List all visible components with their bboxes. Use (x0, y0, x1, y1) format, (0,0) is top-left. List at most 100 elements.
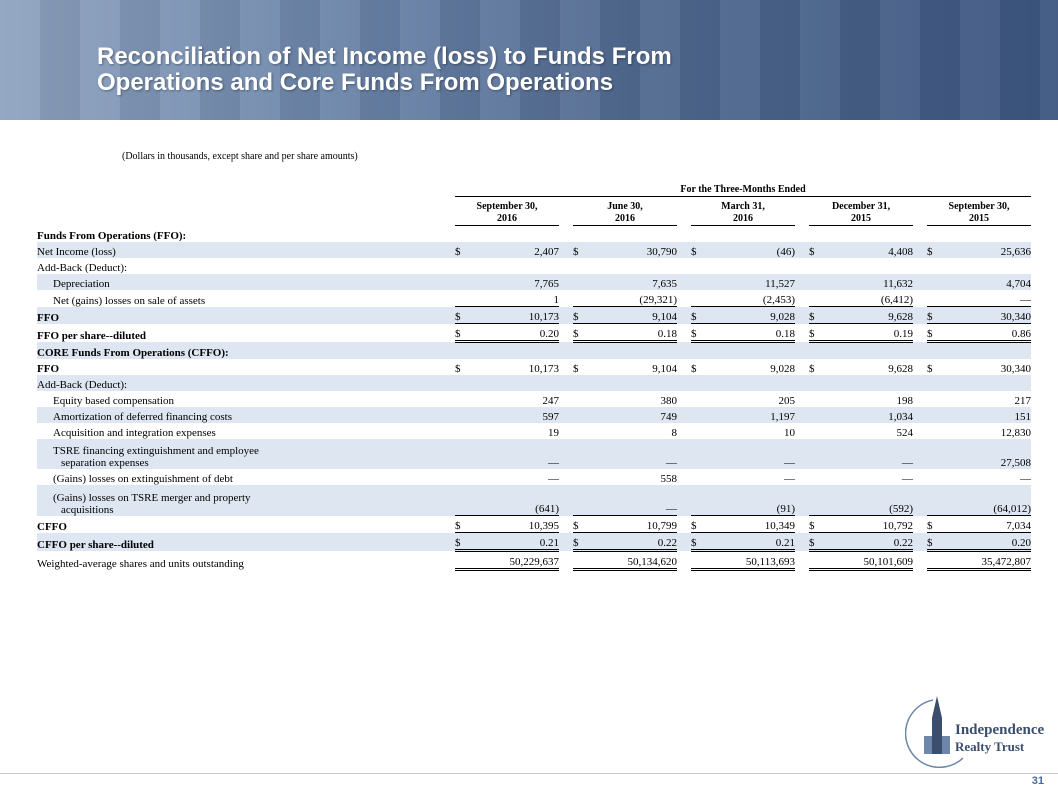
spacer (677, 469, 691, 485)
cell-value: 10,799 (589, 515, 677, 533)
currency-sign (927, 274, 943, 290)
column-header: September 30, 2016 (455, 196, 559, 226)
currency-sign (927, 423, 943, 439)
cell-value: 8 (671, 427, 678, 439)
spacer (795, 375, 809, 391)
spacer (913, 324, 927, 342)
table-row: Depreciation 7,765 7,635 11,527 11,632 4,704 (37, 274, 1031, 290)
spacer (913, 306, 927, 324)
currency-sign (927, 485, 943, 516)
currency-sign: $ (573, 515, 589, 533)
currency-sign (691, 258, 707, 274)
row-label-line: CFFO (37, 520, 67, 533)
row-label: Add-Back (Deduct): (37, 258, 441, 274)
spacer (677, 423, 691, 439)
spacer (913, 341, 927, 359)
currency-sign (809, 407, 825, 423)
spacer (795, 551, 809, 570)
spacer (559, 423, 573, 439)
cell-value: — (548, 473, 559, 485)
currency-sign (455, 290, 471, 307)
spacer (559, 485, 573, 516)
cell-value: (46) (707, 242, 795, 258)
column-header-line: September 30, (476, 201, 538, 212)
row-label: Add-Back (Deduct): (37, 375, 441, 391)
cell-value: 50,113,693 (707, 550, 795, 571)
cell-value: 0.86 (943, 323, 1031, 343)
cell-value (707, 341, 795, 359)
table-row: (Gains) losses on extinguishment of debt… (37, 469, 1031, 485)
spacer (913, 532, 927, 551)
cell-value: 10,792 (825, 515, 913, 533)
currency-sign (809, 274, 825, 290)
column-header-line: September 30, (948, 201, 1010, 212)
spacer (913, 485, 927, 516)
currency-sign: $ (927, 532, 943, 552)
spacer (677, 341, 691, 359)
row-label-line: TSRE financing extinguishment and employ… (53, 445, 259, 457)
currency-sign: $ (927, 306, 943, 324)
cell-value: 0.22 (825, 532, 913, 552)
table-row: Funds From Operations (FFO): (37, 226, 1031, 243)
table-row: Amortization of deferred financing costs… (37, 407, 1031, 423)
currency-sign (573, 439, 589, 469)
currency-sign (573, 274, 589, 290)
cell-value (825, 226, 913, 243)
currency-sign (573, 391, 589, 407)
spacer (559, 391, 573, 407)
currency-sign (809, 439, 825, 469)
currency-sign: $ (573, 323, 589, 343)
table-row: FFO $10,173 $9,104 $9,028 $9,628 $30,340 (37, 306, 1031, 324)
table-row: (Gains) losses on TSRE merger and proper… (37, 485, 1031, 516)
currency-sign: $ (691, 323, 707, 343)
spacer (795, 242, 809, 258)
table-note: (Dollars in thousands, except share and … (122, 151, 358, 162)
cell-value (707, 375, 795, 391)
spacer (913, 359, 927, 375)
spacer (559, 226, 573, 243)
cell-value: 597 (471, 407, 559, 423)
cell-value (825, 375, 913, 391)
spacer (913, 375, 927, 391)
cell-value: (91) (707, 485, 795, 516)
spacer (795, 341, 809, 359)
cell-value: — (1020, 473, 1031, 485)
spacer (559, 197, 573, 226)
currency-sign (455, 274, 471, 290)
spacer (441, 324, 455, 342)
row-label: CORE Funds From Operations (CFFO): (37, 341, 441, 359)
currency-sign: $ (691, 306, 707, 324)
row-label-line: FFO (37, 311, 59, 324)
spacer (913, 391, 927, 407)
row-label: Amortization of deferred financing costs (37, 407, 441, 423)
currency-sign: $ (455, 532, 471, 552)
spacer (677, 532, 691, 551)
currency-sign (691, 407, 707, 423)
row-label: Net Income (loss) (37, 242, 441, 258)
reconciliation-table: For the Three-Months Ended September 30, 2… (37, 184, 1031, 571)
currency-sign: $ (927, 242, 943, 258)
row-label: FFO (37, 306, 441, 324)
table-row: Add-Back (Deduct): (37, 258, 1031, 274)
currency-sign (691, 469, 707, 485)
spacer (677, 407, 691, 423)
column-header-line: 2016 (615, 213, 635, 224)
cell-value: 10,349 (707, 515, 795, 533)
currency-sign: $ (573, 532, 589, 552)
row-label: CFFO per share--diluted (37, 532, 441, 551)
spacer (913, 274, 927, 290)
table-row: CORE Funds From Operations (CFFO): (37, 341, 1031, 359)
currency-sign (573, 423, 589, 439)
cell-value: 9,104 (589, 306, 677, 324)
spacer (795, 290, 809, 307)
spacer (559, 290, 573, 307)
spacer (913, 226, 927, 243)
currency-sign (809, 258, 825, 274)
cell-value (471, 375, 559, 391)
currency-sign (691, 274, 707, 290)
cell-value: 205 (778, 395, 796, 407)
spacer (559, 469, 573, 485)
spacer (677, 258, 691, 274)
row-label-line: Funds From Operations (FFO): (37, 230, 187, 242)
